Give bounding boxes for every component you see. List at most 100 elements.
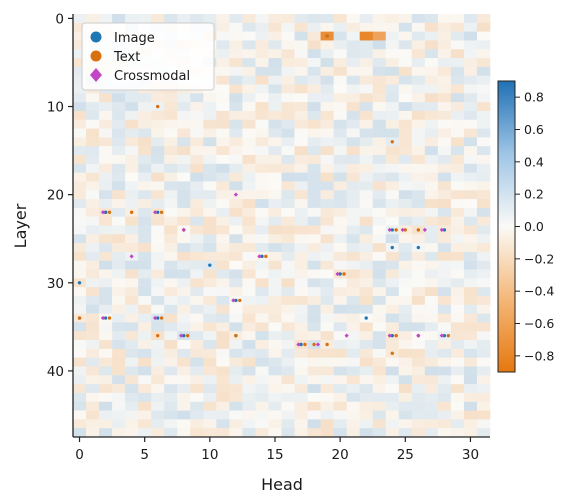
- heatmap-cell: [177, 375, 191, 385]
- heatmap-cell: [255, 93, 269, 103]
- heatmap-cell: [398, 392, 413, 403]
- heatmap-cell: [294, 40, 308, 50]
- heatmap-cell: [385, 234, 400, 244]
- heatmap-cell: [307, 322, 321, 332]
- heatmap-cell: [463, 340, 478, 350]
- heatmap-cell: [411, 410, 426, 420]
- heatmap-cell: [307, 304, 321, 314]
- heatmap-cell: [333, 243, 347, 253]
- crossmodal-marker: [231, 298, 236, 303]
- heatmap-cell: [346, 137, 360, 147]
- heatmap-cell: [164, 428, 178, 438]
- heatmap-cell: [307, 110, 321, 121]
- heatmap-cell: [164, 410, 178, 420]
- heatmap-cell: [138, 207, 152, 217]
- text-marker: [156, 333, 160, 338]
- heatmap-cell: [125, 331, 139, 341]
- heatmap-cell: [268, 234, 282, 244]
- heatmap-cell: [372, 357, 387, 367]
- heatmap-cell: [463, 392, 478, 403]
- x-tick-label: 30: [462, 447, 479, 463]
- heatmap-cell: [359, 146, 374, 156]
- heatmap-cell: [463, 110, 478, 121]
- heatmap-cell: [463, 428, 478, 438]
- heatmap-cell: [333, 14, 347, 24]
- heatmap-cell: [73, 269, 87, 279]
- heatmap-cell: [450, 66, 465, 76]
- heatmap-cell: [190, 357, 204, 367]
- heatmap-cell: [450, 410, 465, 420]
- heatmap-cell: [86, 296, 100, 306]
- heatmap-cell: [450, 331, 465, 341]
- heatmap-cell: [281, 366, 295, 376]
- heatmap-cell: [320, 322, 334, 332]
- heatmap-cell: [333, 234, 347, 244]
- heatmap-cell: [229, 313, 243, 323]
- heatmap-cell: [476, 234, 491, 244]
- heatmap-cell: [268, 22, 282, 32]
- heatmap-cell: [476, 304, 491, 314]
- heatmap-cell: [164, 110, 178, 121]
- colorbar-tick-label: −0.6: [524, 316, 554, 331]
- heatmap-cell: [216, 357, 230, 367]
- heatmap-cell: [242, 401, 256, 411]
- heatmap-cell: [411, 428, 426, 438]
- heatmap-cell: [177, 172, 191, 182]
- heatmap-cell: [346, 14, 360, 24]
- heatmap-cell: [411, 348, 426, 358]
- heatmap-cell: [424, 190, 439, 200]
- heatmap-cell: [216, 251, 230, 262]
- heatmap-cell: [294, 322, 308, 332]
- heatmap-cell: [437, 181, 452, 191]
- heatmap-cell: [411, 66, 426, 76]
- heatmap-cell: [73, 260, 87, 270]
- heatmap-cell: [450, 172, 465, 182]
- heatmap-cell: [242, 392, 256, 403]
- heatmap-cell: [177, 410, 191, 420]
- heatmap-cell: [346, 260, 360, 270]
- y-tick-label: 0: [55, 11, 64, 27]
- colorbar-tick-label: −0.8: [524, 348, 554, 363]
- image-marker: [338, 272, 342, 276]
- heatmap-cell: [164, 296, 178, 306]
- heatmap-cell: [203, 14, 217, 24]
- heatmap-cell: [463, 40, 478, 50]
- heatmap-cell: [307, 181, 321, 191]
- heatmap-cell: [177, 304, 191, 314]
- heatmap-cell: [359, 260, 374, 270]
- heatmap-cell: [125, 357, 139, 367]
- heatmap-cell: [255, 102, 269, 112]
- heatmap-cell: [359, 225, 374, 235]
- heatmap-cell: [99, 331, 113, 341]
- heatmap-cell: [86, 260, 100, 270]
- heatmap-cell: [229, 384, 243, 394]
- heatmap-cell: [151, 137, 165, 147]
- heatmap-cell: [73, 348, 87, 358]
- text-marker: [325, 342, 329, 347]
- heatmap-cell: [437, 163, 452, 173]
- crossmodal-marker: [387, 227, 392, 233]
- heatmap-cell: [268, 419, 282, 429]
- heatmap-cell: [346, 66, 360, 76]
- heatmap-cell: [294, 357, 308, 367]
- heatmap-cell: [372, 287, 387, 297]
- heatmap-cell: [450, 234, 465, 244]
- crossmodal-marker: [416, 333, 421, 338]
- heatmap-cell: [346, 419, 360, 429]
- heatmap-cell: [346, 163, 360, 173]
- heatmap-cell: [125, 190, 139, 200]
- heatmap-cell: [281, 155, 295, 165]
- heatmap-cell: [398, 207, 413, 217]
- heatmap-cell: [255, 260, 269, 270]
- crossmodal-marker: [335, 271, 340, 277]
- heatmap-cell: [372, 234, 387, 244]
- heatmap-cell: [385, 207, 400, 217]
- heatmap-cell: [320, 84, 334, 94]
- heatmap-cell: [138, 304, 152, 314]
- heatmap-cell: [476, 163, 491, 173]
- heatmap-cell: [463, 146, 478, 156]
- heatmap-cell: [86, 243, 100, 253]
- heatmap-cell: [281, 84, 295, 94]
- heatmap-cell: [359, 269, 374, 279]
- heatmap-cell: [411, 313, 426, 323]
